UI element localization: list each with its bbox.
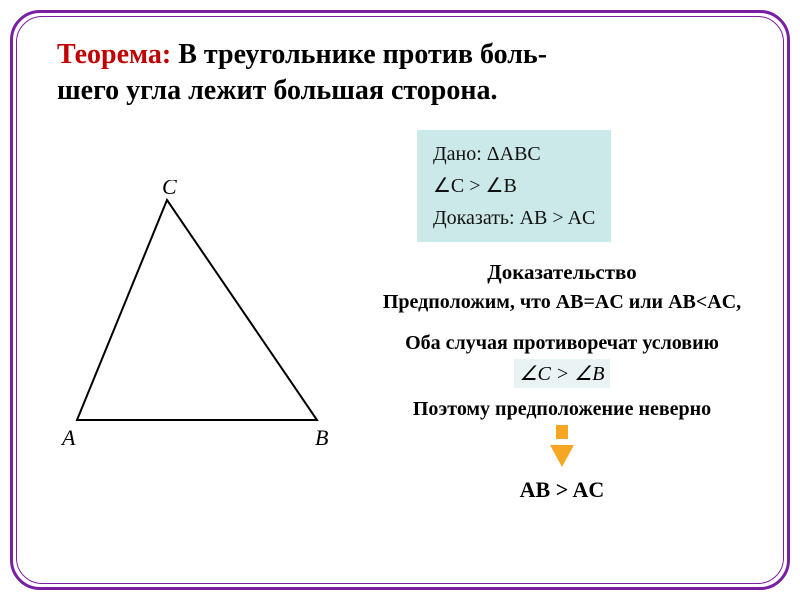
proof-conclusion: AB > AC [357,477,767,503]
proof-contradiction: Оба случая противоречат условию [357,332,767,355]
theorem-lead: Теорема: [57,39,171,70]
arrow-down-icon [550,445,574,467]
given-line-2: ∠C > ∠B [433,170,595,202]
triangle-svg: A B C [57,180,347,460]
vertex-label-b: B [315,425,328,450]
theorem-text-1: В треугольнике против боль- [171,39,547,70]
content-area: A B C Дано: ΔABC ∠C > ∠B Доказать: AB > … [57,140,743,540]
arrow-stem [556,425,568,439]
proof-heading: Доказательство [357,260,767,285]
given-line-1: Дано: ΔABC [433,138,595,170]
theorem-text-2: шего угла лежит большая сторона. [57,75,498,106]
vertex-label-c: C [162,180,177,199]
slide-frame: Теорема: В треугольнике против боль- шег… [16,16,784,584]
vertex-label-a: A [60,425,76,450]
theorem-title: Теорема: В треугольнике против боль- шег… [57,37,743,110]
given-box: Дано: ΔABC ∠C > ∠B Доказать: AB > AC [417,130,611,242]
triangle-diagram: A B C [57,180,347,460]
given-line-3: Доказать: AB > AC [433,202,595,234]
proof-area: Доказательство Предположим, что AB=AC ил… [357,260,767,503]
proof-assume: Предположим, что AB=AC или AB<AC, [357,291,767,314]
proof-therefore: Поэтому предположение неверно [357,398,767,421]
angle-inequality: ∠C > ∠B [514,359,611,388]
triangle-shape [77,200,317,420]
